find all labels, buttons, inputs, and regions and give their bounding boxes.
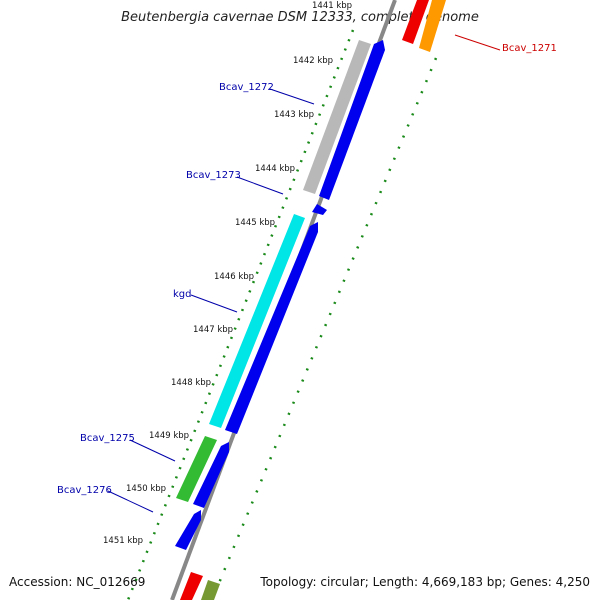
- leader-kgd: [190, 294, 238, 313]
- tick-label-1441: 1441 kbp: [312, 1, 352, 11]
- tick-ring-right: [210, 57, 438, 600]
- tick-label-1448: 1448 kbp: [171, 378, 211, 388]
- tick-label-1444: 1444 kbp: [255, 164, 295, 174]
- gene-label-bcav-1275[interactable]: Bcav_1275: [80, 433, 135, 444]
- cds-kgd[interactable]: [225, 222, 318, 434]
- feature-bcav-1271-red[interactable]: [402, 0, 429, 44]
- tick-label-1442: 1442 kbp: [293, 56, 333, 66]
- leader-bcav-1276: [107, 490, 154, 513]
- leader-bcav-1273: [236, 176, 284, 195]
- tick-label-1443: 1443 kbp: [274, 110, 314, 120]
- cds-bcav-1273[interactable]: [312, 204, 327, 215]
- tick-label-1449: 1449 kbp: [149, 431, 189, 441]
- feature-orange[interactable]: [419, 0, 446, 52]
- cds-bcav-1272[interactable]: [319, 40, 385, 200]
- tick-ring-left: [126, 29, 355, 600]
- leader-bcav-1272: [269, 88, 315, 105]
- gene-label-kgd[interactable]: kgd: [173, 289, 192, 300]
- gene-label-bcav-1271[interactable]: Bcav_1271: [502, 43, 557, 54]
- feature-bottom-olive[interactable]: [201, 580, 220, 600]
- tick-label-1445: 1445 kbp: [235, 218, 275, 228]
- tick-label-1446: 1446 kbp: [214, 272, 254, 282]
- tick-label-1451: 1451 kbp: [103, 536, 143, 546]
- feature-bottom-red[interactable]: [180, 572, 203, 600]
- feature-green[interactable]: [176, 436, 217, 502]
- feature-gray[interactable]: [303, 40, 371, 194]
- leader-bcav-1275: [129, 439, 176, 462]
- leader-bcav-1271: [454, 34, 501, 51]
- tick-label-1447: 1447 kbp: [193, 325, 233, 335]
- tick-label-1450: 1450 kbp: [126, 484, 166, 494]
- feature-cyan-kgd[interactable]: [209, 214, 305, 428]
- gene-label-bcav-1276[interactable]: Bcav_1276: [57, 485, 112, 496]
- accession-text: Accession: NC_012669: [9, 575, 146, 589]
- gene-label-bcav-1273[interactable]: Bcav_1273: [186, 170, 241, 181]
- cds-bcav-1276[interactable]: [175, 510, 201, 550]
- gene-label-bcav-1272[interactable]: Bcav_1272: [219, 82, 274, 93]
- topology-text: Topology: circular; Length: 4,669,183 bp…: [260, 575, 590, 589]
- cds-bcav-1275[interactable]: [193, 442, 229, 508]
